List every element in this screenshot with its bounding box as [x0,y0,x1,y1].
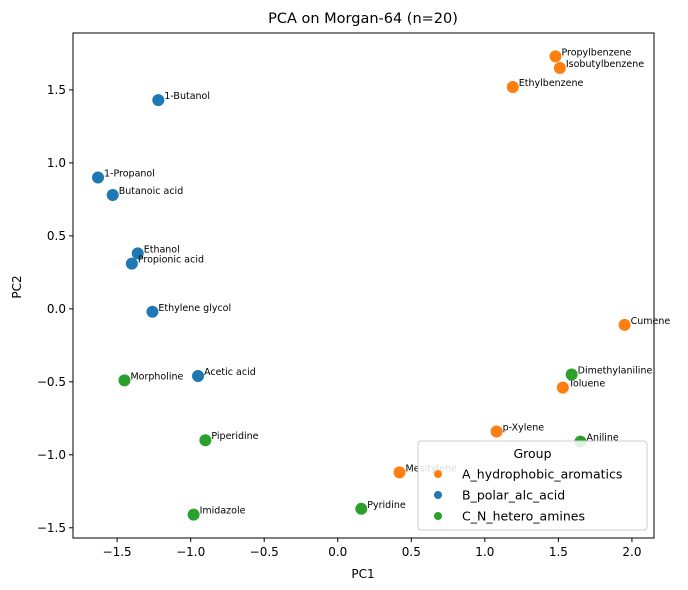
point-label: 1-Butanol [164,91,210,102]
point-label: p-Xylene [503,422,545,433]
legend-title: Group [513,446,551,461]
x-tick-label: −0.5 [250,545,279,559]
data-point [506,81,519,94]
data-point [355,502,368,515]
point-label: Ethylbenzene [519,78,584,89]
data-point [152,94,165,107]
point-label: Cumene [631,316,671,327]
data-point [553,62,566,75]
x-tick-label: 0.0 [328,545,347,559]
y-tick-label: 1.0 [47,156,66,170]
legend-marker [434,491,442,499]
y-tick-label: −0.5 [37,375,66,389]
y-tick-label: 1.5 [47,83,66,97]
data-point [199,434,212,447]
point-label: Propionic acid [138,255,204,266]
data-point [131,247,144,260]
point-label: Aniline [586,433,618,444]
series-B_polar_alc_acid: 1-Butanol 1-Propanol Butanoic acid EthanolP… [92,91,256,382]
y-tick-label: −1.5 [37,521,66,535]
legend-box [417,440,648,531]
point-label: Acetic acid [204,367,256,378]
data-point [118,374,131,387]
point-label: Dimethylaniline [578,366,653,377]
legend-entry: A_hydrophobic_aromatics [462,467,622,482]
series-C_N_hetero_amines: Dimethylaniline Aniline Morpholine Piperidi… [118,366,652,521]
y-tick-label: 0.5 [47,229,66,243]
point-label: Propylbenzene [561,47,631,58]
data-point [556,381,569,394]
data-point [187,508,200,521]
point-label: Isobutylbenzene [566,59,644,70]
legend-entry: B_polar_alc_acid [462,488,565,503]
point-label: Imidazole [200,506,246,517]
y-tick-label: 0.0 [47,302,66,316]
legend-marker [434,470,442,478]
legend: Group A_hydrophobic_aromatics B_polar_alc_… [417,440,648,531]
data-point [549,50,562,63]
point-label: Toluene [568,379,606,390]
y-axis-title: PC2 [10,275,24,298]
data-point [565,368,578,381]
data-point [106,189,119,202]
x-axis-title: PC1 [351,567,374,581]
legend-entry: C_N_hetero_amines [462,509,585,524]
point-label: Butanoic acid [119,186,184,197]
data-point [92,171,105,184]
x-tick-label: 0.5 [402,545,421,559]
point-label: Piperidine [211,431,258,442]
plot-area: −1.5 −1.0 −0.5 0.0 0.5 1.0 1.5 2.0 −1.5 −1.0 −0.5 0… [37,32,671,559]
data-point [618,318,631,331]
legend-marker [434,512,442,520]
x-tick-label: −1.0 [176,545,205,559]
x-tick-label: 1.5 [549,545,568,559]
x-tick-label: −1.5 [103,545,132,559]
point-label: Morpholine [130,371,183,382]
chart-title: PCA on Morgan-64 (n=20) [268,11,458,27]
x-tick-label: 1.0 [475,545,494,559]
point-label: 1-Propanol [104,168,155,179]
y-tick-label: −1.0 [37,448,66,462]
data-point [125,257,138,270]
point-label: Ethanol [144,244,180,255]
point-label: Ethylene glycol [158,303,231,314]
data-point [490,425,503,438]
data-point [393,466,406,479]
data-point [146,305,159,318]
plot-frame [72,32,655,539]
x-tick-label: 2.0 [622,545,641,559]
point-label: Pyridine [367,500,406,511]
data-point [192,369,205,382]
